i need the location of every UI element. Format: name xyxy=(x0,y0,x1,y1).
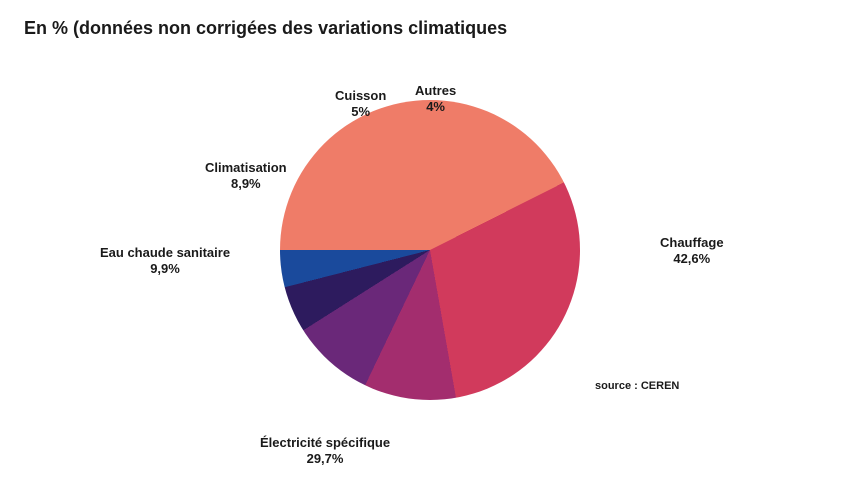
slice-label-chauffage: Chauffage 42,6% xyxy=(660,235,724,268)
source-text: source : CEREN xyxy=(595,380,679,392)
slice-value: 29,7% xyxy=(307,451,344,466)
slice-label-eau-chaude: Eau chaude sanitaire 9,9% xyxy=(100,245,230,278)
slice-label-autres: Autres 4% xyxy=(415,83,456,116)
slice-value: 8,9% xyxy=(231,176,261,191)
chart-title: En % (données non corrigées des variatio… xyxy=(24,18,507,39)
slice-name: Cuisson xyxy=(335,88,386,103)
slice-value: 9,9% xyxy=(150,261,180,276)
pie-chart: Chauffage 42,6% Électricité spécifique 2… xyxy=(0,60,850,500)
slice-label-cuisson: Cuisson 5% xyxy=(335,88,386,121)
slice-name: Autres xyxy=(415,83,456,98)
slice-value: 42,6% xyxy=(673,251,710,266)
slice-name: Chauffage xyxy=(660,235,724,250)
slice-name: Électricité spécifique xyxy=(260,435,390,450)
pie-graphic xyxy=(280,100,580,400)
slice-name: Eau chaude sanitaire xyxy=(100,245,230,260)
slice-name: Climatisation xyxy=(205,160,287,175)
slice-label-climatisation: Climatisation 8,9% xyxy=(205,160,287,193)
slice-value: 4% xyxy=(426,99,445,114)
slice-value: 5% xyxy=(351,104,370,119)
slice-label-electricite: Électricité spécifique 29,7% xyxy=(260,435,390,468)
